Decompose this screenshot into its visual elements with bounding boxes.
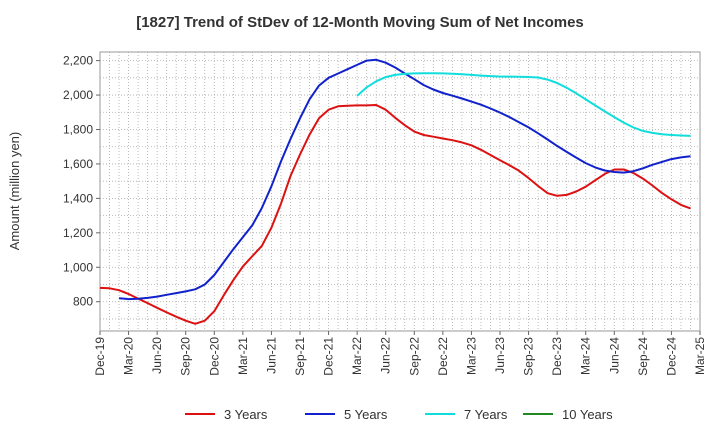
x-tick-label: Mar-21 [236,337,250,375]
y-tick-label: 2,000 [63,88,93,102]
x-tick-label: Dec-19 [93,337,107,376]
x-tick-label: Sep-22 [407,337,421,376]
x-tick-label: Mar-22 [350,337,364,375]
x-tick-label: Dec-20 [207,337,221,376]
x-tick-label: Dec-24 [664,337,678,376]
series-line-5-years [118,58,691,301]
x-tick-label: Dec-22 [436,337,450,376]
x-tick-label: Jun-21 [264,337,278,374]
y-tick-label: 2,200 [63,54,93,68]
y-tick-label: 1,800 [63,123,93,137]
x-tick-label: Jun-24 [607,337,621,374]
legend-item: 7 Years [425,407,508,422]
y-tick-label: 1,000 [63,260,93,274]
legend-label: 3 Years [224,407,268,422]
y-tick-label: 800 [73,295,93,309]
x-tick-label: Sep-20 [179,337,193,376]
legend-label: 10 Years [562,407,613,422]
x-tick-label: Sep-21 [293,337,307,376]
grid-layer [99,51,701,332]
legend-item: 5 Years [305,407,388,422]
axis-layer: 800 1,000 1,200 1,400 1,600 1,800 2,000 2,200 De… [63,54,707,376]
legend: 3 Years 5 Years 7 Years 10 Years [185,407,613,422]
series-line-7-years [356,72,691,137]
x-tick-label: Sep-24 [636,337,650,376]
x-tick-label: Jun-20 [150,337,164,374]
x-tick-label: Mar-20 [122,337,136,375]
x-tick-label: Jun-22 [379,337,393,374]
legend-label: 5 Years [344,407,388,422]
x-tick-label: Jun-23 [493,337,507,374]
y-tick-label: 1,400 [63,191,93,205]
x-tick-label: Mar-23 [464,337,478,375]
chart-title: [1827] Trend of StDev of 12-Month Moving… [136,14,584,31]
x-tick-label: Mar-25 [693,337,707,375]
plot-frame [99,51,701,332]
x-tick-label: Dec-21 [322,337,336,376]
x-tick-label: Dec-23 [550,337,564,376]
y-tick-label: 1,200 [63,226,93,240]
series-line-3-years [99,104,691,325]
legend-item: 10 Years [523,407,613,422]
series-layer [99,58,691,325]
legend-item: 3 Years [185,407,268,422]
legend-label: 7 Years [464,407,508,422]
x-tick-label: Mar-24 [579,337,593,375]
x-tick-label: Sep-23 [522,337,536,376]
y-axis-label: Amount (million yen) [7,132,22,251]
y-tick-label: 1,600 [63,157,93,171]
